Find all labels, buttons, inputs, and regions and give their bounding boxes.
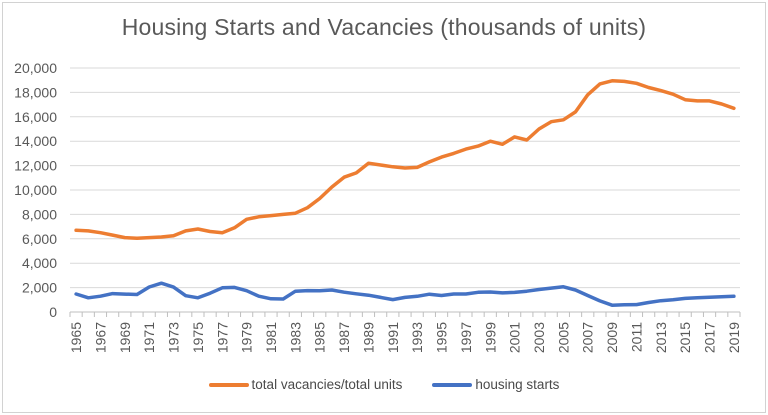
svg-text:1973: 1973	[166, 322, 182, 353]
legend-swatch-housing-starts	[432, 382, 473, 387]
svg-text:1989: 1989	[360, 322, 376, 353]
svg-text:2009: 2009	[604, 322, 620, 353]
svg-text:1969: 1969	[117, 322, 133, 353]
svg-text:1971: 1971	[141, 322, 157, 353]
svg-text:1997: 1997	[458, 322, 474, 353]
svg-text:14,000: 14,000	[14, 133, 57, 149]
svg-text:1987: 1987	[336, 322, 352, 353]
svg-text:8,000: 8,000	[22, 206, 57, 222]
legend: total vacancies/total units housing star…	[0, 377, 768, 392]
legend-item-vacancies: total vacancies/total units	[208, 377, 403, 392]
chart-title: Housing Starts and Vacancies (thousands …	[121, 14, 647, 40]
svg-text:1981: 1981	[263, 322, 279, 353]
svg-text:6,000: 6,000	[22, 231, 57, 247]
svg-text:1967: 1967	[92, 322, 108, 353]
svg-text:1977: 1977	[214, 322, 230, 353]
svg-text:2013: 2013	[653, 322, 669, 353]
svg-text:18,000: 18,000	[14, 84, 57, 100]
legend-label-vacancies: total vacancies/total units	[251, 377, 403, 392]
legend-item-housing-starts: housing starts	[432, 377, 559, 392]
svg-text:16,000: 16,000	[14, 109, 57, 125]
svg-text:10,000: 10,000	[14, 182, 57, 198]
svg-text:1993: 1993	[409, 322, 425, 353]
svg-text:2007: 2007	[580, 322, 596, 353]
svg-text:1983: 1983	[287, 322, 303, 353]
svg-text:2015: 2015	[677, 322, 693, 353]
svg-text:1999: 1999	[482, 322, 498, 353]
svg-text:2001: 2001	[507, 322, 523, 353]
svg-text:2011: 2011	[628, 322, 644, 352]
svg-text:4,000: 4,000	[22, 255, 57, 271]
svg-text:1985: 1985	[312, 322, 328, 353]
svg-text:1991: 1991	[385, 322, 401, 353]
svg-text:2017: 2017	[702, 322, 718, 353]
svg-text:2005: 2005	[555, 322, 571, 353]
legend-label-housing-starts: housing starts	[475, 377, 560, 392]
svg-text:1965: 1965	[68, 322, 84, 353]
svg-text:1979: 1979	[239, 322, 255, 353]
svg-text:2019: 2019	[726, 322, 742, 353]
legend-swatch-vacancies	[208, 382, 249, 387]
svg-text:1975: 1975	[190, 322, 206, 353]
svg-text:12,000: 12,000	[14, 158, 57, 174]
svg-text:2003: 2003	[531, 322, 547, 353]
svg-text:2,000: 2,000	[22, 280, 57, 296]
svg-text:0: 0	[49, 304, 57, 320]
svg-text:20,000: 20,000	[14, 60, 57, 76]
svg-text:1995: 1995	[434, 322, 450, 353]
